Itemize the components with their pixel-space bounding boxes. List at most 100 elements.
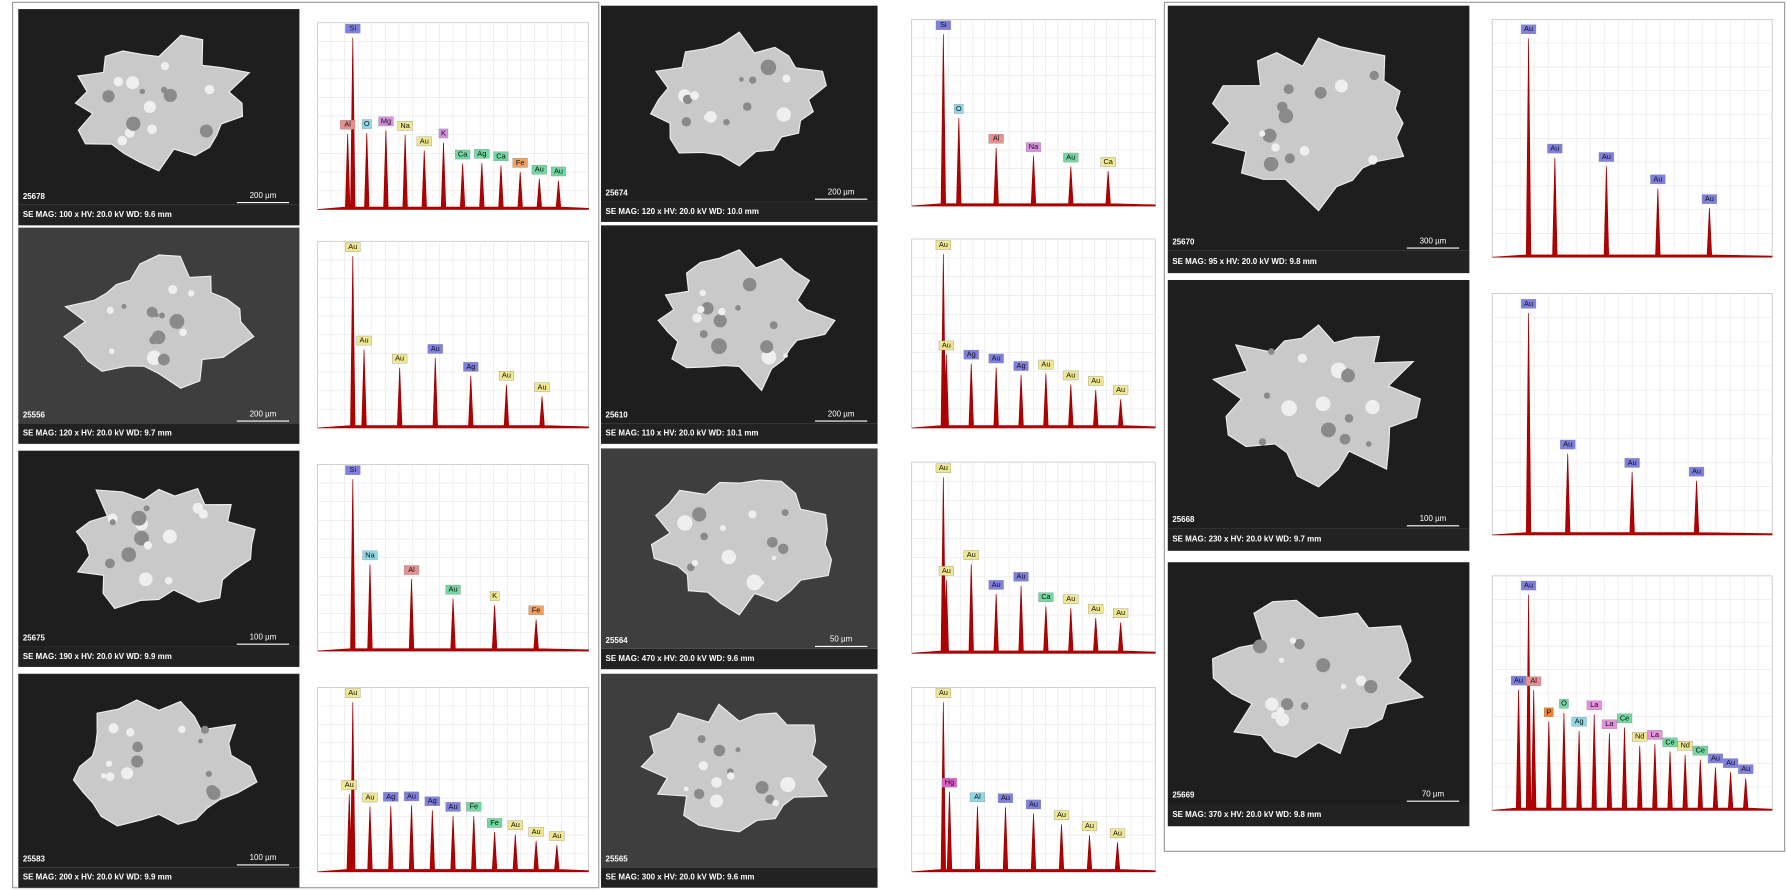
particle-texture: [756, 781, 769, 794]
particle-texture: [743, 102, 751, 110]
peak-label: Au: [365, 792, 374, 801]
peak-label: Ag: [1017, 361, 1026, 370]
particle-texture: [1344, 368, 1350, 374]
particle-texture: [117, 136, 127, 146]
sample-id: 25583: [23, 854, 46, 863]
caption: SE MAG: 200 x HV: 20.0 kV WD: 9.9 mm: [23, 873, 172, 882]
peak-label: La: [1605, 719, 1614, 728]
peak-label: Au: [1602, 152, 1611, 161]
particle-texture: [126, 76, 139, 89]
particle-texture: [760, 340, 773, 353]
particle-texture: [1345, 414, 1354, 423]
particle-texture: [723, 119, 729, 125]
particle-texture: [720, 525, 726, 531]
peak-label: Al: [993, 134, 1000, 143]
peak-label: Si: [350, 24, 357, 33]
particle-texture: [739, 77, 744, 82]
particle-texture: [1264, 157, 1278, 171]
peak-label: Na: [365, 550, 375, 559]
particle-texture: [711, 777, 722, 788]
particle-texture: [164, 89, 177, 102]
particle-texture: [121, 767, 133, 779]
caption: SE MAG: 300 x HV: 20.0 kV WD: 9.6 mm: [606, 873, 755, 882]
peak-label: Ca: [458, 149, 468, 158]
particle-texture: [1265, 697, 1278, 710]
particle-texture: [200, 124, 213, 137]
peak-label: Ca: [496, 151, 506, 160]
peak-label: Al: [974, 792, 981, 801]
particle-texture: [770, 321, 778, 329]
particle-texture: [1290, 637, 1296, 643]
particle-texture: [1277, 707, 1285, 715]
particle-texture: [205, 85, 215, 95]
particle-texture: [1268, 348, 1274, 354]
peak-label: Au: [407, 791, 416, 800]
particle-texture: [126, 117, 140, 131]
peak-label: Au: [1029, 799, 1038, 808]
sample-id: 25678: [23, 192, 46, 201]
peak-label: P: [1546, 707, 1551, 716]
particle-texture: [700, 533, 708, 541]
peak-label: Ce: [1696, 746, 1705, 755]
peak-label: Au: [1001, 793, 1010, 802]
particle-texture: [749, 76, 756, 83]
caption: SE MAG: 120 x HV: 20.0 kV WD: 9.7 mm: [23, 429, 172, 438]
particle-texture: [1316, 658, 1330, 672]
particle-texture: [783, 353, 788, 358]
particle-texture: [1316, 396, 1331, 411]
particle-texture: [714, 745, 726, 757]
particle-texture: [677, 515, 692, 530]
scale-label: 70 µm: [1422, 790, 1445, 799]
particle-texture: [684, 787, 689, 792]
caption: SE MAG: 190 x HV: 20.0 kV WD: 9.9 mm: [23, 652, 172, 661]
peak-label: Au: [1017, 572, 1026, 581]
peak-label: Ag: [466, 362, 475, 371]
particle-texture: [1263, 129, 1277, 143]
particle-texture: [105, 559, 115, 569]
peak-label: Au: [395, 354, 404, 363]
peak-label: Au: [535, 165, 544, 174]
particle-texture: [1279, 658, 1284, 663]
peak-label: Au: [1705, 194, 1714, 203]
peak-label: Au: [1085, 821, 1094, 830]
peak-label: Au: [1524, 299, 1533, 308]
peak-label: Ag: [386, 792, 395, 801]
particle-texture: [692, 560, 698, 566]
particle-texture: [692, 507, 706, 521]
peak-label: Au: [1041, 360, 1050, 369]
particle-texture: [694, 789, 704, 799]
sample-id: 25669: [1172, 791, 1195, 800]
peak-label: Au: [942, 566, 951, 575]
peak-label: K: [492, 591, 497, 600]
particle-texture: [106, 761, 112, 767]
peak-label: Au: [1653, 174, 1662, 183]
caption: SE MAG: 120 x HV: 20.0 kV WD: 10.0 mm: [606, 207, 759, 216]
particle-texture: [132, 742, 142, 752]
particle-texture: [1264, 393, 1270, 399]
peak-label: Au: [939, 463, 948, 472]
particle-texture: [1279, 109, 1294, 124]
particle-texture: [746, 575, 762, 591]
peak-label: Au: [1091, 604, 1100, 613]
peak-label: Au: [1091, 376, 1100, 385]
sample-id: 25668: [1172, 515, 1195, 524]
peak-label: Ag: [477, 149, 486, 158]
caption: SE MAG: 370 x HV: 20.0 kV WD: 9.8 mm: [1172, 810, 1321, 819]
particle-texture: [711, 338, 727, 354]
peak-label: Au: [511, 820, 520, 829]
particle-texture: [710, 795, 723, 808]
peak-label: Si: [350, 465, 357, 474]
particle-texture: [193, 503, 204, 514]
particle-texture: [159, 313, 165, 319]
peak-label: Ag: [967, 350, 976, 359]
particle-texture: [169, 314, 184, 329]
particle-texture: [158, 354, 170, 366]
particle-texture: [131, 755, 143, 767]
peak-label: Au: [1116, 608, 1125, 617]
peak-label: Au: [1741, 764, 1750, 773]
particle-texture: [718, 308, 725, 315]
sample-id: 25610: [606, 411, 629, 420]
particle-texture: [131, 511, 146, 526]
sample-id: 25556: [23, 411, 46, 420]
particle-texture: [1321, 422, 1336, 437]
